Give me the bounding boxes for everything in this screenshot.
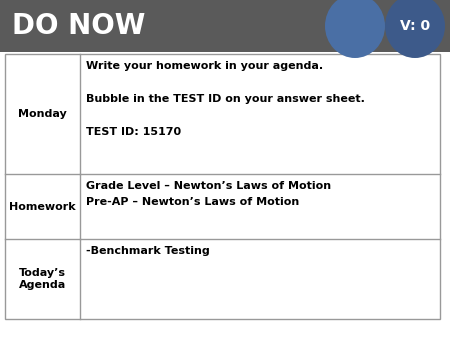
- Ellipse shape: [325, 0, 385, 58]
- Bar: [0, 0, 450, 52]
- Text: Today’s
Agenda: Today’s Agenda: [19, 268, 66, 290]
- Text: Homework: Homework: [9, 201, 76, 212]
- Text: Grade Level – Newton’s Laws of Motion
Pre-AP – Newton’s Laws of Motion: Grade Level – Newton’s Laws of Motion Pr…: [86, 181, 331, 208]
- Bar: [5, 54, 440, 319]
- Text: -Benchmark Testing: -Benchmark Testing: [86, 246, 210, 256]
- Text: Write your homework in your agenda.

Bubble in the TEST ID on your answer sheet.: Write your homework in your agenda. Bubb…: [86, 61, 365, 137]
- Text: V: 0: V: 0: [400, 19, 430, 33]
- Ellipse shape: [385, 0, 445, 58]
- Text: Monday: Monday: [18, 109, 67, 119]
- Text: DO NOW: DO NOW: [12, 12, 145, 40]
